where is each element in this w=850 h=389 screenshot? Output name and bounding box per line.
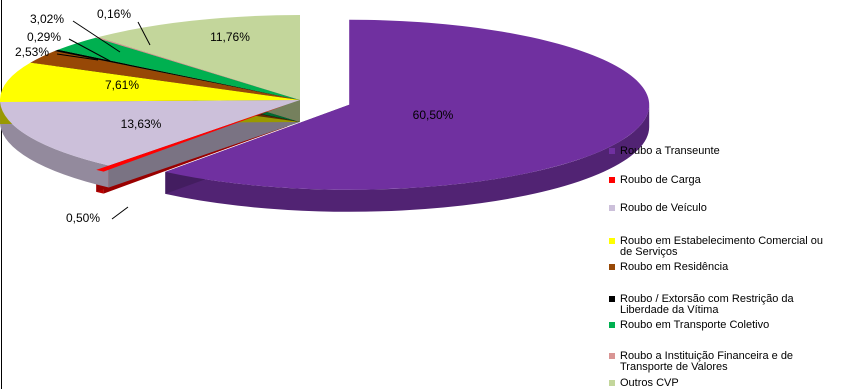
slice-4 [30, 51, 301, 100]
leader-line-5 [68, 38, 111, 62]
data-label-5: 0,29% [27, 30, 61, 44]
data-labels: 60,50% 0,50% 13,63% 7,61% 2,53%0,29% 3,02% 0,1… [15, 7, 454, 225]
slice-8 [97, 15, 300, 100]
leader-line-6 [72, 20, 121, 53]
leader-lines [56, 20, 151, 220]
legend-label-5: Roubo / Extorsão com Restrição da Liberda… [620, 293, 795, 316]
data-label-6: 3,02% [30, 12, 64, 26]
legend-label-1: Roubo de Carga [620, 174, 702, 186]
legend-swatch-1 [609, 177, 615, 183]
legend-swatch-4 [609, 264, 615, 270]
slice-2 [0, 100, 301, 166]
slice-5 [54, 49, 300, 100]
leader-line-1 [111, 206, 129, 220]
chart-frame-border [1, 0, 2, 389]
data-label-1: 0,50% [66, 211, 100, 225]
legend-swatch-6 [609, 322, 615, 328]
legend-label-4: Roubo em Residência [620, 261, 729, 273]
slice-wall-0 [165, 104, 650, 212]
data-label-0: 60,50% [413, 108, 454, 122]
legend-swatch-5 [609, 296, 615, 302]
leader-line-4 [56, 53, 99, 61]
legend-swatch-3 [609, 238, 615, 244]
data-label-8: 11,76% [210, 30, 250, 44]
slice-0 [165, 19, 650, 190]
data-label-4: 2,53% [15, 45, 49, 59]
data-label-7: 0,16% [97, 7, 131, 21]
legend-label-6: Roubo em Transporte Coletivo [620, 319, 769, 331]
legend-swatch-8 [609, 380, 615, 386]
legend: Roubo a Transeunte Roubo de Carga Roubo de… [609, 145, 823, 389]
slice-3 [0, 62, 300, 102]
slice-1 [96, 104, 288, 172]
legend-label-3: Roubo em Estabelecimento Comercial ou de … [620, 235, 823, 258]
legend-label-7: Roubo a Instituição Financeira e de Trans… [620, 350, 793, 373]
data-label-3: 7,61% [105, 78, 139, 92]
legend-swatch-7 [609, 353, 615, 359]
legend-swatch-0 [609, 148, 615, 154]
slice-wall-2 [0, 101, 109, 188]
legend-swatch-2 [609, 205, 615, 211]
legend-label-8: Outros CVP [620, 377, 679, 389]
slice-6 [57, 37, 300, 100]
legend-label-0: Roubo a Transeunte [620, 145, 720, 157]
data-label-2: 13,63% [121, 117, 162, 131]
slice-7 [95, 37, 300, 100]
legend-label-2: Roubo de Veículo [620, 202, 707, 214]
leader-line-7 [137, 21, 151, 46]
pie-tops [0, 15, 650, 190]
